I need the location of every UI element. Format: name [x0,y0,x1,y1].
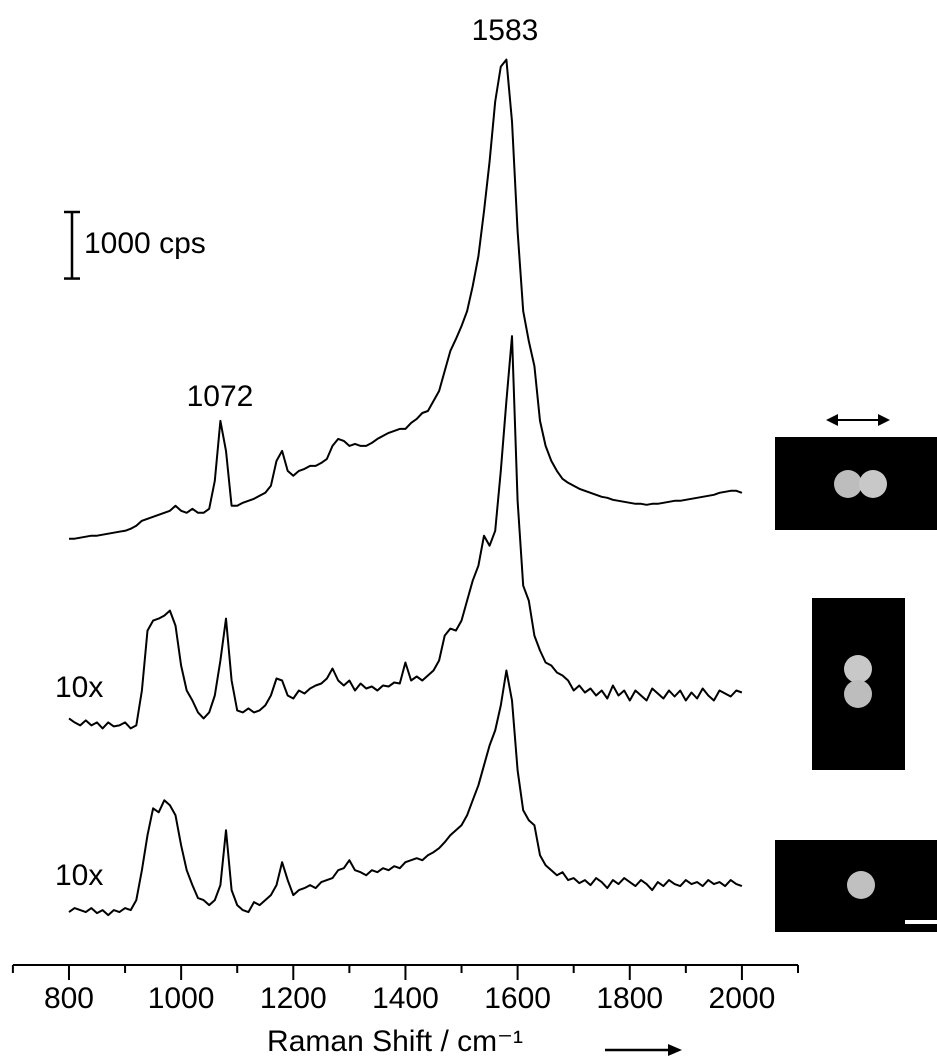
x-tick-label: 1800 [596,982,663,1015]
x-tick-label: 1400 [372,982,439,1015]
peak-label: 1583 [472,14,539,47]
x-axis-label: Raman Shift / cm⁻¹ [267,1025,523,1058]
x-tick-label: 1200 [260,982,327,1015]
spectrum-line [68,669,743,917]
spectrum-line [68,335,743,730]
scale-factor: 10x [55,671,103,704]
inset-dimer-vertical [812,598,905,770]
peak-label: 1072 [187,380,254,413]
inset-dimer-horizontal [775,414,937,530]
scale-bar-label: 1000 cps [84,227,206,260]
inset-monomer [775,840,937,932]
x-tick-label: 1000 [148,982,215,1015]
axis-arrow [605,1044,682,1056]
x-tick-label: 2000 [709,982,776,1015]
spectrum-line [69,58,743,540]
x-tick-label: 800 [44,982,94,1015]
scale-factor: 10x [55,859,103,892]
x-tick-label: 1600 [484,982,551,1015]
